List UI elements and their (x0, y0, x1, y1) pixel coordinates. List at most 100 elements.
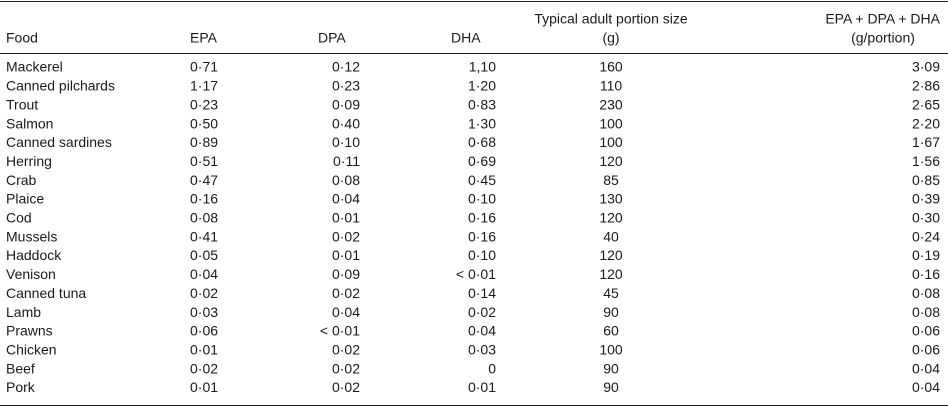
dpa-cell: 0·08 (332, 172, 360, 188)
dha-cell: 1,10 (469, 59, 496, 75)
total-cell: 0·39 (912, 191, 940, 207)
dpa-cell: 0·01 (332, 210, 360, 226)
portion-cell: 120 (599, 153, 623, 169)
epa-cell: 0·04 (190, 266, 218, 282)
food-cell: Prawns (6, 323, 53, 339)
dha-cell: 0·10 (468, 191, 496, 207)
dpa-cell: 0·01 (332, 247, 360, 263)
column-header: Typical adult portion size (534, 11, 688, 27)
dha-cell: 0·10 (468, 247, 496, 263)
dha-cell: 0·69 (468, 153, 496, 169)
dha-cell: 0·16 (468, 228, 496, 244)
total-cell: 0·19 (912, 247, 940, 263)
epa-cell: 0·06 (190, 323, 218, 339)
column-header: EPA + DPA + DHA (825, 11, 940, 27)
dha-cell: 0·14 (468, 285, 496, 301)
dha-cell: 0·68 (468, 134, 496, 150)
dha-cell: 0·83 (468, 96, 496, 112)
food-cell: Herring (6, 153, 52, 169)
total-cell: 1·56 (912, 153, 940, 169)
portion-cell: 100 (599, 115, 623, 131)
column-header: (g/portion) (851, 30, 915, 46)
dha-cell: 0·01 (468, 379, 496, 395)
portion-cell: 40 (603, 228, 619, 244)
dha-cell: 0·16 (468, 210, 496, 226)
total-cell: 0·08 (912, 285, 940, 301)
total-cell: 2·65 (912, 96, 940, 112)
portion-cell: 90 (603, 304, 619, 320)
total-cell: 3·09 (912, 59, 940, 75)
total-cell: 1·67 (912, 134, 940, 150)
dpa-cell: 0·12 (332, 59, 360, 75)
total-cell: 0·16 (912, 266, 940, 282)
food-cell: Venison (6, 266, 56, 282)
dha-cell: 0·04 (468, 323, 496, 339)
dha-cell: 1·20 (468, 78, 496, 94)
column-header: DPA (318, 30, 346, 46)
portion-cell: 100 (599, 341, 623, 357)
dpa-cell: 0·02 (332, 341, 360, 357)
portion-cell: 60 (603, 323, 619, 339)
portion-cell: 120 (599, 210, 623, 226)
food-cell: Canned tuna (6, 285, 86, 301)
epa-cell: 0·01 (190, 379, 218, 395)
epa-cell: 0·16 (190, 191, 218, 207)
epa-cell: 0·51 (190, 153, 218, 169)
dpa-cell: 0·09 (332, 96, 360, 112)
epa-cell: 0·50 (190, 115, 218, 131)
dpa-cell: 0·11 (333, 153, 360, 169)
portion-cell: 160 (599, 59, 623, 75)
dpa-cell: 0·10 (332, 134, 360, 150)
column-header: DHA (451, 30, 481, 46)
epa-cell: 0·03 (190, 304, 218, 320)
total-cell: 2·20 (912, 115, 940, 131)
portion-cell: 110 (600, 78, 623, 94)
portion-cell: 85 (603, 172, 619, 188)
epa-cell: 0·05 (190, 247, 218, 263)
food-cell: Mackerel (6, 59, 63, 75)
epa-cell: 0·02 (190, 285, 218, 301)
dpa-cell: 0·23 (332, 78, 360, 94)
total-cell: 0·24 (912, 228, 940, 244)
dpa-cell: 0·04 (332, 191, 360, 207)
dha-cell: 0·03 (468, 341, 496, 357)
epa-cell: 0·01 (190, 341, 218, 357)
portion-cell: 120 (599, 266, 623, 282)
dpa-cell: 0·40 (332, 115, 360, 131)
dpa-cell: < 0·01 (320, 323, 360, 339)
food-cell: Salmon (6, 115, 53, 131)
food-cell: Crab (6, 172, 37, 188)
portion-cell: 90 (603, 360, 619, 376)
portion-cell: 120 (599, 247, 623, 263)
epa-cell: 1·17 (190, 78, 218, 94)
portion-cell: 90 (603, 379, 619, 395)
dha-cell: < 0·01 (456, 266, 496, 282)
portion-cell: 130 (599, 191, 623, 207)
portion-cell: 100 (599, 134, 623, 150)
dha-cell: 0·45 (468, 172, 496, 188)
total-cell: 0·30 (912, 210, 940, 226)
total-cell: 0·06 (912, 341, 940, 357)
total-cell: 0·08 (912, 304, 940, 320)
epa-cell: 0·47 (190, 172, 218, 188)
total-cell: 0·85 (912, 172, 940, 188)
total-cell: 0·06 (912, 323, 940, 339)
dha-cell: 0·02 (468, 304, 496, 320)
portion-cell: 45 (603, 285, 619, 301)
food-cell: Lamb (6, 304, 41, 320)
epa-cell: 0·89 (190, 134, 218, 150)
total-cell: 0·04 (912, 360, 940, 376)
food-cell: Chicken (6, 341, 57, 357)
column-header: EPA (190, 30, 218, 46)
food-cell: Canned pilchards (6, 78, 115, 94)
dha-cell: 0 (488, 360, 496, 376)
food-cell: Cod (6, 210, 32, 226)
epa-cell: 0·08 (190, 210, 218, 226)
dpa-cell: 0·02 (332, 360, 360, 376)
epa-cell: 0·02 (190, 360, 218, 376)
total-cell: 0·04 (912, 379, 940, 395)
portion-cell: 230 (599, 96, 623, 112)
epa-cell: 0·41 (190, 228, 218, 244)
